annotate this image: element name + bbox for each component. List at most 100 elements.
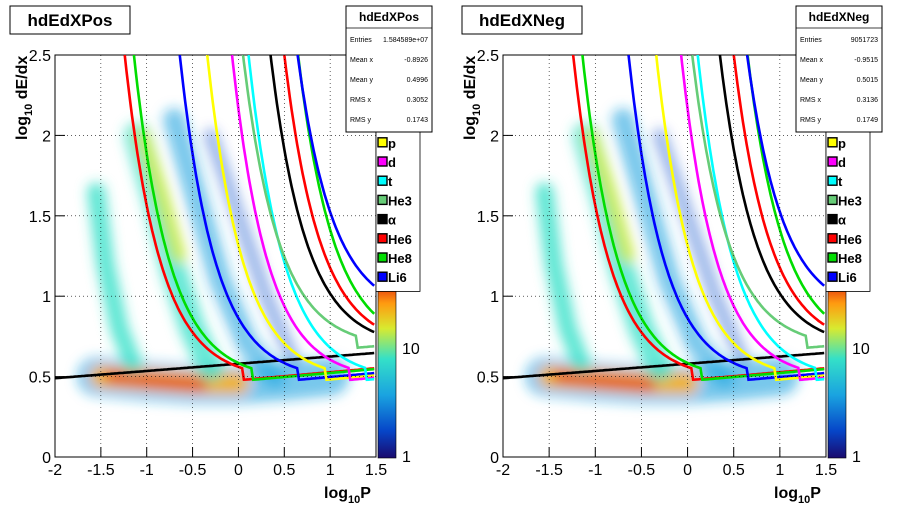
y-tick-label: 0.5 [477, 370, 499, 387]
curve-He8 [296, 55, 376, 315]
curve-p [654, 55, 825, 382]
z-tick-label: 1 [402, 449, 411, 466]
legend-swatch [827, 213, 838, 225]
x-axis-label: log10P [774, 485, 821, 506]
legend-label: Li6 [388, 270, 407, 285]
x-tick-label: -0.5 [179, 462, 207, 479]
curve-π [581, 55, 825, 382]
stats-label: Mean x [350, 57, 373, 64]
legend-swatch [827, 175, 838, 186]
x-tick-label: -1 [588, 462, 602, 479]
legend-item: He6 [827, 232, 862, 247]
x-tick-label: -1.5 [87, 462, 115, 479]
curve-K [178, 55, 375, 382]
legend-label: t [838, 174, 843, 189]
legend-label: He8 [838, 251, 862, 266]
legend-item: Li6 [377, 270, 407, 285]
x-tick-label: 0.5 [273, 462, 295, 479]
legend-label: α [388, 213, 396, 228]
x-tick-label: -1 [140, 462, 154, 479]
curves [55, 55, 376, 382]
curve-α [269, 55, 375, 334]
stats-box: hdEdXNeg Entries 9051723 Mean x -0.9515 Mean… [795, 5, 883, 133]
legend-item: He3 [827, 193, 862, 208]
legend-swatch [827, 271, 838, 282]
plot-area: -2 -1.5 -1 -0.5 0 0.5 1 1.5 0 0.5 1 1.5 2 2.5 log10P lo… [14, 48, 387, 506]
stats-value: -0.8926 [404, 57, 428, 64]
legend-swatch [827, 252, 838, 263]
curve-d [679, 55, 825, 382]
stats-value: 0.5015 [857, 77, 879, 84]
legend-item: p [377, 136, 396, 151]
legend-label: He8 [388, 251, 412, 266]
curve-e [55, 351, 375, 380]
z-tick-label: 10 [402, 341, 420, 358]
chart-title: hdEdXPos [27, 11, 112, 30]
legend-swatch [377, 194, 388, 206]
legend-label: p [838, 136, 846, 151]
curve-K [627, 55, 825, 382]
axes: -2 -1.5 -1 -0.5 0 0.5 1 1.5 0 0.5 1 1.5 2 2.5 log10P lo… [462, 48, 837, 506]
legend-item: α [827, 213, 846, 228]
legend-item: He3 [377, 193, 412, 208]
axes: -2 -1.5 -1 -0.5 0 0.5 1 1.5 0 0.5 1 1.5 2 2.5 log10P lo… [14, 48, 387, 506]
legend-item: t [377, 174, 393, 189]
curve-α [718, 55, 825, 334]
legend-label: Li6 [838, 270, 857, 285]
legend-item: Li6 [827, 270, 857, 285]
y-axis-label: log10 dE/dx [14, 56, 35, 140]
stats-box: hdEdXPos Entries 1.584589e+07 Mean x -0.892… [345, 5, 433, 133]
color-scale-bar [377, 277, 397, 459]
stats-value: 0.1743 [407, 117, 429, 124]
stats-title: hdEdXPos [359, 10, 419, 24]
grid [54, 54, 377, 458]
legend-label: t [388, 174, 393, 189]
curve-t [247, 55, 375, 382]
legend-label: d [838, 155, 846, 170]
x-tick-label: 1 [326, 462, 335, 479]
stats-value: 0.1749 [857, 117, 879, 124]
plot-area: -2 -1.5 -1 -0.5 0 0.5 1 1.5 0 0.5 1 1.5 2 2.5 log10P lo… [462, 48, 837, 506]
legend-label: d [388, 155, 396, 170]
y-tick-label: 1.5 [477, 209, 499, 226]
stats-label: Mean y [800, 77, 823, 84]
panel-hdEdXPos: hdEdXPos -2 -1.5 -1 -0.5 0 0.5 1 1.5 0 0.5 1 1.5 2 2.… [9, 5, 433, 506]
legend-swatch [827, 233, 838, 244]
curves [503, 55, 826, 382]
curve-d [230, 55, 375, 382]
stats-label: RMS x [350, 97, 372, 104]
stats-label: Mean x [800, 57, 823, 64]
curve-e [503, 351, 825, 380]
stats-label: Mean y [350, 77, 373, 84]
stats-label: Entries [800, 37, 822, 44]
legend-item: He8 [827, 251, 862, 266]
x-tick-label: 1.5 [365, 462, 387, 479]
legend-swatch [377, 271, 388, 282]
curve-Li6 [745, 55, 826, 287]
z-tick-label: 1 [852, 449, 861, 466]
y-tick-label: 2 [490, 128, 499, 145]
stats-label: RMS y [800, 117, 822, 124]
legend-item: He8 [377, 251, 412, 266]
curve-Li6 [296, 55, 376, 287]
legend-swatch [377, 137, 388, 148]
curve-He6 [283, 55, 375, 326]
title-box [9, 5, 131, 35]
legend-swatch [827, 194, 838, 206]
legend-swatch [377, 233, 388, 244]
x-tick-label: -0.5 [628, 462, 656, 479]
legend-item: α [377, 213, 396, 228]
title-box [461, 5, 583, 35]
legend-item: t [827, 174, 843, 189]
curve-He8 [746, 55, 826, 315]
legend-swatch [377, 156, 388, 167]
chart-title: hdEdXNeg [479, 11, 565, 30]
x-tick-label: -2 [496, 462, 510, 479]
legend-label: He6 [838, 232, 862, 247]
x-tick-label: 1 [775, 462, 784, 479]
stats-value: -0.9515 [854, 57, 878, 64]
legend-swatch [377, 213, 388, 225]
x-tick-label: -1.5 [535, 462, 563, 479]
z-tick-label: 10 [852, 341, 870, 358]
legend-label: He3 [388, 193, 412, 208]
